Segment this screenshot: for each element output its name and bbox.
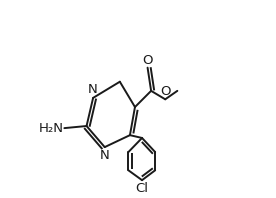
Text: O: O	[160, 85, 171, 98]
Text: H₂N: H₂N	[38, 122, 63, 135]
Text: N: N	[88, 83, 98, 96]
Text: Cl: Cl	[136, 182, 148, 195]
Text: N: N	[100, 149, 110, 162]
Text: O: O	[142, 54, 153, 67]
